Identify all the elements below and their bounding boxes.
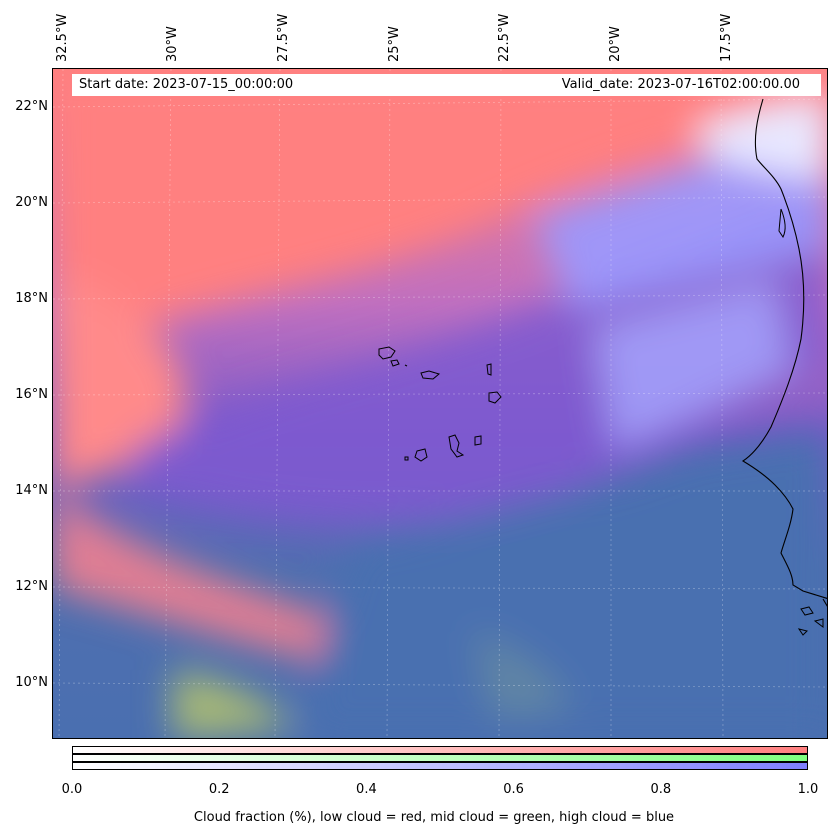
longitude-label: 22.5°W	[497, 13, 512, 62]
latitude-label: 16°N	[15, 387, 48, 402]
longitude-label: 30°W	[165, 26, 180, 62]
latitude-label: 20°N	[15, 195, 48, 210]
date-header: Start date: 2023-07-15_00:00:00 Valid_da…	[72, 74, 821, 96]
colorbar-mid-cloud	[72, 754, 808, 762]
colorbar-tick-label: 0.8	[650, 782, 672, 797]
cloud-field	[53, 69, 827, 738]
africa-coastline	[741, 98, 827, 607]
longitude-label: 20°W	[608, 26, 623, 62]
latitude-label: 18°N	[15, 291, 48, 306]
latitude-label: 12°N	[15, 579, 48, 594]
start-date-text: Start date: 2023-07-15_00:00:00	[79, 77, 294, 92]
bissagos-islands	[797, 606, 824, 636]
colorbar-tick-label: 0.6	[503, 782, 524, 797]
colorbar-tick-label: 0.4	[356, 782, 377, 797]
longitude-label: 17.5°W	[719, 13, 734, 62]
colorbar-high-cloud	[72, 762, 808, 770]
latitude-label: 22°N	[15, 99, 48, 114]
colorbar-tick-label: 1.0	[797, 782, 819, 797]
cloud-fraction-map	[53, 69, 827, 738]
valid-date-text: Valid_date: 2023-07-16T02:00:00.00	[561, 77, 800, 92]
latitude-label: 14°N	[15, 483, 48, 498]
longitude-label: 27.5°W	[276, 13, 291, 62]
coast-detail	[778, 208, 786, 238]
graticule	[53, 69, 827, 738]
colorbar-tick-label: 0.2	[208, 782, 230, 797]
cape-verde-islands	[378, 346, 502, 462]
colorbar-low-cloud	[72, 746, 808, 754]
colorbar-tick-label: 0.0	[61, 782, 83, 797]
latitude-label: 10°N	[15, 675, 48, 690]
longitude-label: 32.5°W	[55, 13, 70, 62]
colorbar-label: Cloud fraction (%), low cloud = red, mid…	[193, 810, 675, 825]
colorbar	[72, 746, 808, 773]
longitude-label: 25°W	[387, 26, 402, 62]
map-panel	[52, 68, 828, 739]
